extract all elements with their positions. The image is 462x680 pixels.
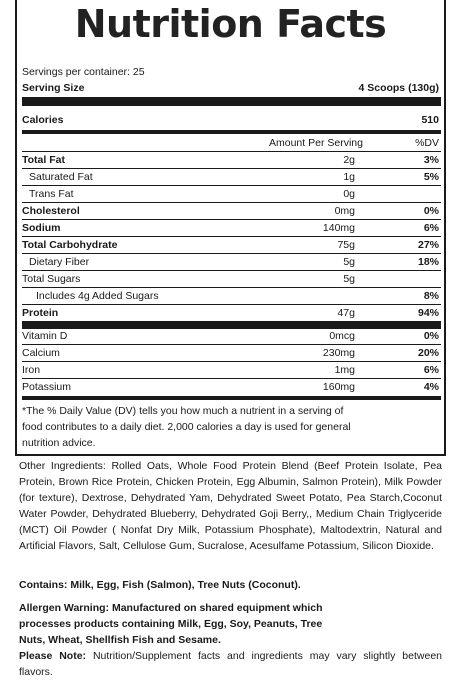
amount-per-serving-header: Amount Per Serving — [269, 137, 363, 149]
vitamin-label-vitamin-d: Vitamin D — [22, 330, 68, 342]
calories-value: 510 — [421, 114, 439, 126]
please-note-label: Please Note: — [19, 650, 87, 662]
nutrient-label-trans-fat: Trans Fat — [29, 188, 74, 200]
nutrient-label-protein: Protein — [22, 307, 59, 319]
daily-value-footnote: *The % Daily Value (DV) tells you how mu… — [22, 405, 351, 449]
contains-statement: Contains: Milk, Egg, Fish (Salmon), Tree… — [19, 579, 301, 591]
medium-divider — [22, 396, 441, 400]
row-divider — [22, 287, 441, 288]
dv-header: %DV — [415, 137, 439, 149]
vitamin-label-iron: Iron — [22, 364, 41, 376]
nutrient-label-sodium: Sodium — [22, 222, 61, 234]
row-divider — [22, 236, 441, 237]
nutrition-facts-panel: Nutrition Facts Servings per container: … — [15, 0, 446, 456]
other-ingredients: Other Ingredients: Rolled Oats, Whole Fo… — [19, 460, 442, 552]
row-divider — [22, 219, 441, 220]
vitamin-dv-iron: 6% — [423, 364, 439, 376]
nutrient-dv-total-carbohydrate: 27% — [417, 239, 439, 251]
nutrient-label-added-sugars: Includes 4g Added Sugars — [36, 290, 159, 302]
vitamin-dv-vitamin-d: 0% — [423, 330, 439, 342]
row-divider — [22, 202, 441, 203]
nutrient-label-total-carbohydrate: Total Carbohydrate — [22, 239, 118, 251]
nutrient-dv-cholesterol: 0% — [423, 205, 439, 217]
thick-divider — [22, 321, 441, 329]
row-divider — [22, 304, 441, 305]
nutrient-amount-dietary-fiber: 5g — [343, 256, 355, 268]
nutrient-amount-saturated-fat: 1g — [343, 171, 355, 183]
vitamin-dv-calcium: 20% — [417, 347, 439, 359]
nutrient-amount-total-sugars: 5g — [343, 273, 355, 285]
row-divider — [22, 168, 441, 169]
medium-divider — [22, 130, 441, 134]
please-note: Please Note: Nutrition/Supplement facts … — [19, 648, 442, 680]
nutrient-dv-protein: 94% — [417, 307, 439, 319]
allergen-warning: Allergen Warning: Manufactured on shared… — [19, 602, 323, 646]
nutrient-label-total-sugars: Total Sugars — [22, 273, 81, 285]
row-divider — [22, 361, 441, 362]
nutrient-label-dietary-fiber: Dietary Fiber — [29, 256, 90, 268]
nutrient-label-cholesterol: Cholesterol — [22, 205, 80, 217]
row-divider — [22, 270, 441, 271]
nutrient-label-total-fat: Total Fat — [22, 154, 65, 166]
nutrient-dv-dietary-fiber: 18% — [417, 256, 439, 268]
nutrient-label-saturated-fat: Saturated Fat — [29, 171, 93, 183]
nutrient-dv-sodium: 6% — [423, 222, 439, 234]
calories-label: Calories — [22, 114, 64, 126]
vitamin-amount-potassium: 160mg — [322, 381, 355, 393]
nutrient-dv-added-sugars: 8% — [423, 290, 439, 302]
nutrient-amount-cholesterol: 0mg — [334, 205, 355, 217]
vitamin-amount-iron: 1mg — [334, 364, 355, 376]
nutrient-amount-trans-fat: 0g — [343, 188, 355, 200]
vitamin-label-calcium: Calcium — [22, 347, 60, 359]
nutrient-amount-total-fat: 2g — [343, 154, 355, 166]
nutrient-amount-sodium: 140mg — [322, 222, 355, 234]
nutrient-dv-saturated-fat: 5% — [423, 171, 439, 183]
vitamin-amount-calcium: 230mg — [322, 347, 355, 359]
vitamin-label-potassium: Potassium — [22, 381, 72, 393]
servings-per-container: Servings per container: 25 — [22, 66, 145, 78]
row-divider — [22, 344, 441, 345]
serving-size-value: 4 Scoops (130g) — [358, 82, 439, 94]
row-divider — [22, 253, 441, 254]
row-divider — [22, 378, 441, 379]
header-divider — [22, 151, 441, 152]
please-note-text: Nutrition/Supplement facts and ingredien… — [19, 650, 443, 678]
vitamin-dv-potassium: 4% — [423, 381, 439, 393]
vitamin-amount-vitamin-d: 0mcg — [329, 330, 355, 342]
nutrient-amount-total-carbohydrate: 75g — [337, 239, 355, 251]
panel-title: Nutrition Facts — [74, 2, 387, 46]
nutrient-amount-protein: 47g — [337, 307, 355, 319]
serving-size-label: Serving Size — [22, 82, 85, 94]
nutrient-dv-total-fat: 3% — [423, 154, 439, 166]
row-divider — [22, 185, 441, 186]
thick-divider — [22, 97, 441, 106]
